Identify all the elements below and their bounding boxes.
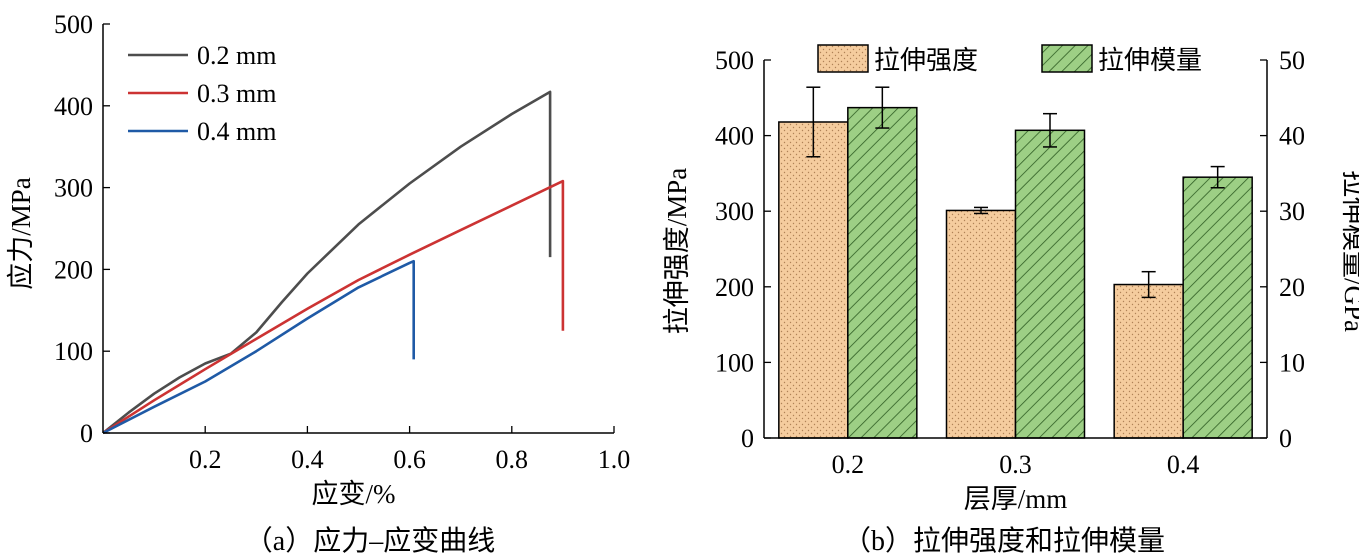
x-tick-label: 0.6 bbox=[393, 445, 426, 474]
left-y-tick-label: 300 bbox=[715, 197, 754, 226]
stress-strain-x-axis-label: 应变/% bbox=[312, 479, 396, 509]
left-y-tick-label: 0 bbox=[741, 424, 754, 453]
legend-swatch bbox=[1041, 44, 1093, 73]
tensile-bar-chart: 0 100 200 300 400 500 0 10 20 30 40 50 0.2 0.3 0.4 拉伸强… bbox=[662, 44, 1359, 557]
legend-label: 拉伸模量 bbox=[1098, 46, 1202, 75]
x-tick-label: 0.8 bbox=[496, 445, 529, 474]
right-y-tick-label: 20 bbox=[1279, 273, 1305, 302]
x-tick-label: 0.3 bbox=[999, 450, 1032, 479]
series-line-0.3-mm bbox=[102, 179, 565, 435]
tensile-x-axis-label: 层厚/mm bbox=[964, 484, 1068, 514]
bar-tensile-modulus bbox=[1014, 129, 1086, 439]
y-tick-label: 300 bbox=[54, 174, 93, 203]
y-tick-label: 100 bbox=[54, 337, 93, 366]
tensile-legend: 拉伸强度 拉伸模量 bbox=[817, 44, 1202, 75]
stress-strain-legend: 0.2 mm 0.3 mm 0.4 mm bbox=[128, 41, 276, 146]
right-y-tick-label: 50 bbox=[1279, 46, 1305, 75]
legend-label: 0.2 mm bbox=[197, 41, 276, 70]
legend-label: 拉伸强度 bbox=[874, 46, 978, 75]
series-line-0.4-mm bbox=[102, 259, 416, 435]
x-tick-label: 0.2 bbox=[832, 450, 865, 479]
left-y-tick-label: 400 bbox=[715, 122, 754, 151]
y-tick-label: 200 bbox=[54, 255, 93, 284]
bar-tensile-strength bbox=[778, 121, 849, 439]
legend-label: 0.3 mm bbox=[197, 79, 276, 108]
tensile-left-y-axis-label: 拉伸强度/MPa bbox=[662, 168, 692, 335]
y-tick-label: 0 bbox=[80, 419, 93, 448]
right-y-tick-label: 10 bbox=[1279, 348, 1305, 377]
legend-label: 0.4 mm bbox=[197, 117, 276, 146]
x-tick-label: 0.2 bbox=[189, 445, 222, 474]
y-tick-label: 400 bbox=[54, 92, 93, 121]
bar-tensile-strength bbox=[1113, 283, 1184, 439]
left-y-tick-label: 500 bbox=[715, 46, 754, 75]
x-tick-label: 0.4 bbox=[291, 445, 324, 474]
tensile-axes: 0 100 200 300 400 500 0 10 20 30 40 50 0.2 0.3 0.4 bbox=[715, 46, 1305, 479]
stress-strain-series-group bbox=[102, 90, 565, 435]
bar-tensile-modulus bbox=[1182, 176, 1253, 439]
right-y-tick-label: 40 bbox=[1279, 122, 1305, 151]
left-y-tick-label: 100 bbox=[715, 348, 754, 377]
tensile-caption: （b）拉伸强度和拉伸模量 bbox=[843, 525, 1165, 557]
stress-strain-axes: 0 100 200 300 400 500 0.2 0.4 0.6 0.8 1.0 bbox=[54, 10, 630, 474]
stress-strain-caption: （a）应力–应变曲线 bbox=[245, 525, 495, 557]
series-line-0.2-mm bbox=[102, 90, 552, 435]
x-tick-label: 1.0 bbox=[598, 445, 631, 474]
tensile-bars-group bbox=[778, 86, 1253, 439]
y-tick-label: 500 bbox=[54, 10, 93, 39]
left-y-tick-label: 200 bbox=[715, 273, 754, 302]
legend-swatch bbox=[817, 44, 869, 73]
tensile-right-y-axis-label: 拉伸模量/GPa bbox=[1339, 170, 1359, 332]
right-y-tick-label: 0 bbox=[1279, 424, 1292, 453]
x-tick-label: 0.4 bbox=[1167, 450, 1200, 479]
right-y-tick-label: 30 bbox=[1279, 197, 1305, 226]
bar-tensile-strength bbox=[945, 209, 1017, 439]
stress-strain-y-axis-label: 应力/MPa bbox=[6, 177, 36, 290]
bar-tensile-modulus bbox=[847, 106, 918, 439]
